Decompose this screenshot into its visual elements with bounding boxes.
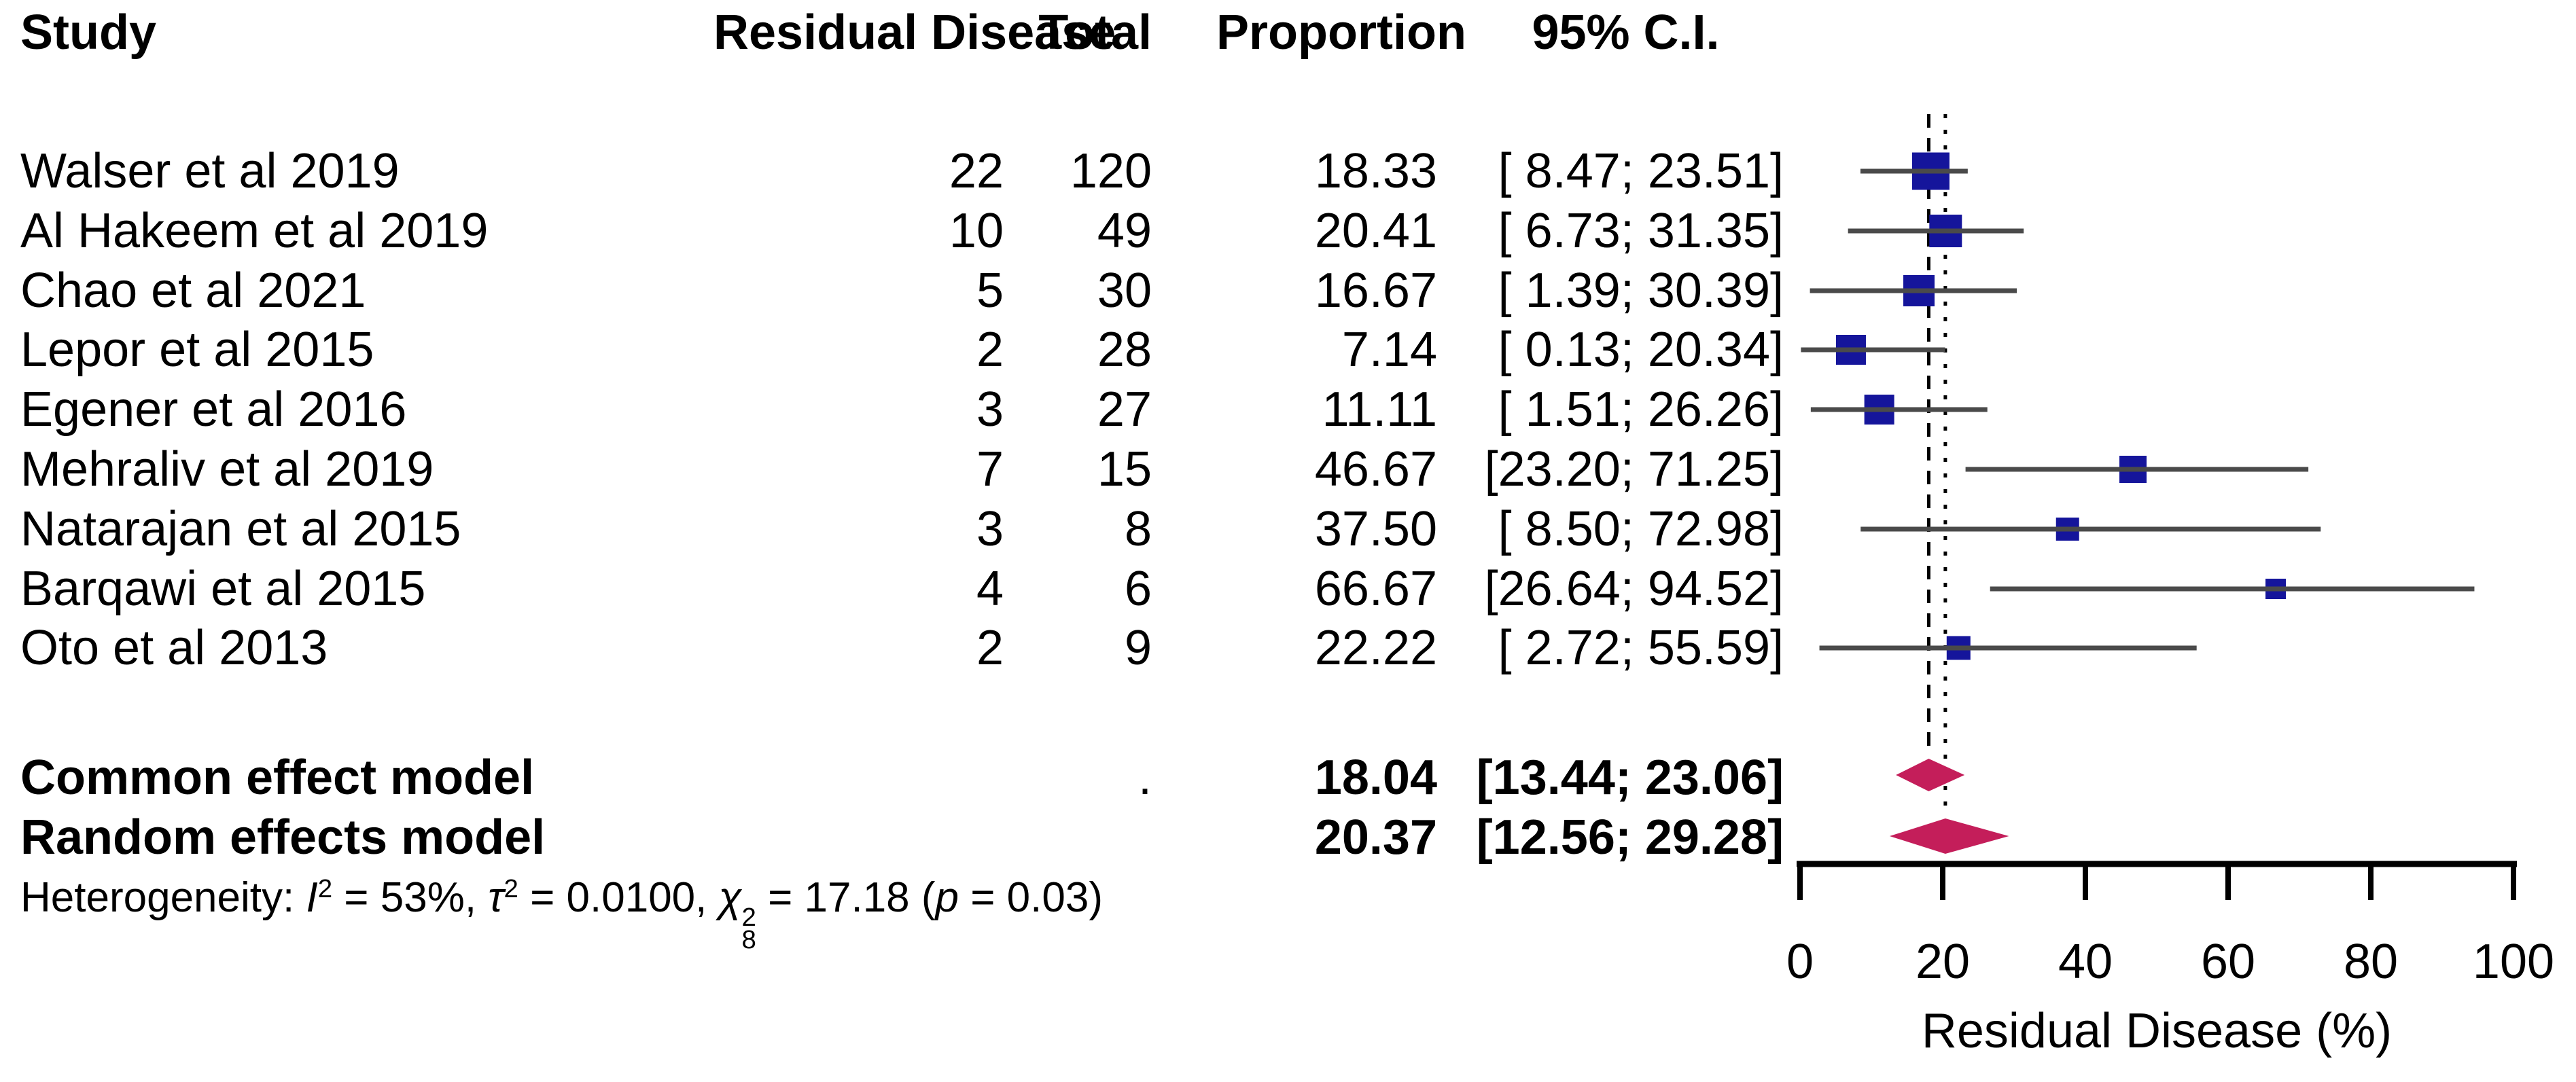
study-events: 3 <box>976 502 1004 556</box>
study-ci: [ 0.13; 20.34] <box>1498 323 1784 377</box>
study-proportion: 11.11 <box>1322 382 1438 437</box>
x-axis-tick-label: 80 <box>2344 935 2398 989</box>
het-tau-symbol: τ <box>488 874 504 921</box>
study-name: Egener et al 2016 <box>20 382 407 437</box>
study-total: 9 <box>1124 621 1152 675</box>
study-ci: [ 6.73; 31.35] <box>1498 204 1784 258</box>
random-effects-ci: [12.56; 29.28] <box>1476 810 1784 865</box>
study-name: Barqawi et al 2015 <box>20 562 426 616</box>
het-chi-symbol: χ <box>718 874 742 921</box>
het-chi-exponent: 2 <box>741 903 756 933</box>
het-i-symbol: I <box>306 874 318 921</box>
study-proportion: 66.67 <box>1314 562 1437 616</box>
het-i-exponent: 2 <box>317 873 333 903</box>
study-ci: [26.64; 94.52] <box>1484 562 1784 616</box>
study-proportion: 22.22 <box>1314 621 1437 675</box>
study-name: Al Hakeem et al 2019 <box>20 204 489 258</box>
het-chi-value: = 17.18 ( <box>756 874 936 921</box>
het-tau-value: = 0.0100, <box>518 874 719 921</box>
study-ci: [ 8.50; 72.98] <box>1498 502 1784 556</box>
common-effect-total: . <box>1137 751 1152 805</box>
x-axis-tick-label: 20 <box>1916 935 1970 989</box>
random-effects-proportion: 20.37 <box>1314 810 1437 865</box>
study-events: 2 <box>976 323 1004 377</box>
study-total: 8 <box>1124 502 1152 556</box>
study-name: Mehraliv et al 2019 <box>20 442 434 497</box>
het-tau-exponent: 2 <box>504 873 518 903</box>
study-proportion: 37.50 <box>1314 502 1437 556</box>
col-header-total: Total <box>1038 5 1152 60</box>
study-events: 7 <box>976 442 1004 497</box>
study-ci: [ 8.47; 23.51] <box>1498 144 1784 198</box>
study-total: 30 <box>1097 264 1152 318</box>
study-ci: [ 1.39; 30.39] <box>1498 264 1784 318</box>
study-events: 22 <box>949 144 1004 198</box>
x-axis-tick-label: 100 <box>2473 935 2554 989</box>
col-header-ci: 95% C.I. <box>1532 5 1720 60</box>
study-events: 4 <box>976 562 1004 616</box>
study-name: Chao et al 2021 <box>20 264 366 318</box>
het-chi-df: 8 <box>741 924 756 954</box>
col-header-proportion: Proportion <box>1216 5 1466 60</box>
study-events: 3 <box>976 382 1004 437</box>
study-proportion: 18.33 <box>1314 144 1437 198</box>
study-name: Walser et al 2019 <box>20 144 400 198</box>
study-name: Oto et al 2013 <box>20 621 328 675</box>
x-axis-tick-label: 60 <box>2201 935 2255 989</box>
common-effect-label: Common effect model <box>20 751 535 805</box>
het-label: Heterogeneity: <box>20 874 306 921</box>
study-total: 28 <box>1097 323 1152 377</box>
common-effect-proportion: 18.04 <box>1314 751 1437 805</box>
x-axis-tick-label: 0 <box>1786 935 1814 989</box>
random-effects-label: Random effects model <box>20 810 546 865</box>
study-ci: [ 2.72; 55.59] <box>1498 621 1784 675</box>
het-p-value: = 0.03) <box>959 874 1103 921</box>
summary-diamond <box>1896 759 1965 791</box>
study-total: 6 <box>1124 562 1152 616</box>
col-header-study: Study <box>20 5 157 60</box>
het-i-value: = 53%, <box>332 874 489 921</box>
x-axis-tick-label: 40 <box>2058 935 2113 989</box>
x-axis-title: Residual Disease (%) <box>1922 1004 2392 1058</box>
study-ci: [23.20; 71.25] <box>1484 442 1784 497</box>
common-effect-ci: [13.44; 23.06] <box>1476 751 1784 805</box>
study-proportion: 16.67 <box>1314 264 1437 318</box>
study-proportion: 20.41 <box>1314 204 1437 258</box>
study-events: 5 <box>976 264 1004 318</box>
study-events: 10 <box>949 204 1004 258</box>
study-proportion: 7.14 <box>1341 323 1437 377</box>
het-p-symbol: p <box>935 874 959 921</box>
study-name: Natarajan et al 2015 <box>20 502 461 556</box>
study-total: 15 <box>1097 442 1152 497</box>
study-total: 27 <box>1097 382 1152 437</box>
study-ci: [ 1.51; 26.26] <box>1498 382 1784 437</box>
study-name: Lepor et al 2015 <box>20 323 374 377</box>
study-total: 120 <box>1070 144 1152 198</box>
study-proportion: 46.67 <box>1314 442 1437 497</box>
study-total: 49 <box>1097 204 1152 258</box>
summary-diamond <box>1889 818 2009 854</box>
study-events: 2 <box>976 621 1004 675</box>
